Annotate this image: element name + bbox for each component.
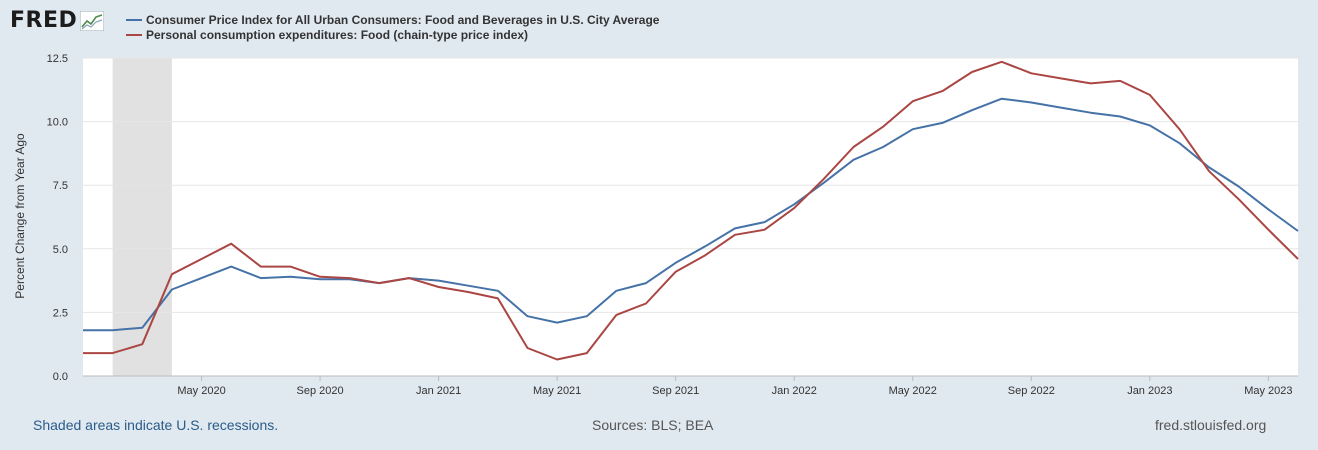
legend-swatch-cpi — [126, 18, 142, 21]
site-link[interactable]: fred.stlouisfed.org — [1155, 417, 1267, 433]
fred-logo[interactable]: FRED — [10, 8, 105, 33]
x-tick-label: May 2022 — [889, 385, 937, 397]
line-chart[interactable]: 0.0 2.5 5.0 7.5 10.0 12.5 May 2020 Sep 2020 Jan … — [0, 44, 1318, 408]
chart-legend: Consumer Price Index for All Urban Consu… — [126, 12, 659, 42]
legend-label-pce: Personal consumption expenditures: Food … — [146, 27, 529, 42]
y-tick-label: 0.0 — [53, 371, 68, 383]
legend-swatch-pce — [126, 33, 142, 36]
x-tick-label: Jan 2021 — [416, 385, 461, 397]
recession-note[interactable]: Shaded areas indicate U.S. recessions. — [33, 417, 279, 433]
x-tick-label: Jan 2022 — [772, 385, 817, 397]
plot-area — [83, 58, 1298, 376]
chart-logo-icon — [80, 10, 105, 31]
legend-item-cpi[interactable]: Consumer Price Index for All Urban Consu… — [126, 12, 659, 27]
y-tick-label: 2.5 — [53, 307, 68, 319]
y-tick-label: 5.0 — [53, 244, 68, 256]
y-axis-label: Percent Change from Year Ago — [13, 133, 27, 299]
y-tick-label: 7.5 — [53, 180, 68, 192]
series-line-pce[interactable] — [83, 60, 1299, 361]
y-tick-label: 10.0 — [47, 117, 68, 129]
legend-item-pce[interactable]: Personal consumption expenditures: Food … — [126, 27, 659, 42]
x-tick-label: May 2020 — [177, 385, 225, 397]
legend-label-cpi: Consumer Price Index for All Urban Consu… — [146, 12, 660, 27]
x-tick-label: Sep 2022 — [1008, 385, 1055, 397]
x-tick-label: Sep 2020 — [297, 385, 344, 397]
x-tick-label: Jan 2023 — [1127, 385, 1172, 397]
recession-shade — [112, 58, 172, 376]
y-tick-label: 12.5 — [47, 53, 68, 65]
chart-header: FRED Consumer Price Index for All Urban … — [0, 0, 1318, 50]
logo-text: FRED — [10, 8, 78, 33]
sources-note: Sources: BLS; BEA — [592, 417, 714, 433]
x-tick-label: Sep 2021 — [652, 385, 699, 397]
x-tick-label: May 2023 — [1244, 385, 1292, 397]
x-tick-label: May 2021 — [533, 385, 581, 397]
series-line-cpi[interactable] — [83, 97, 1299, 332]
